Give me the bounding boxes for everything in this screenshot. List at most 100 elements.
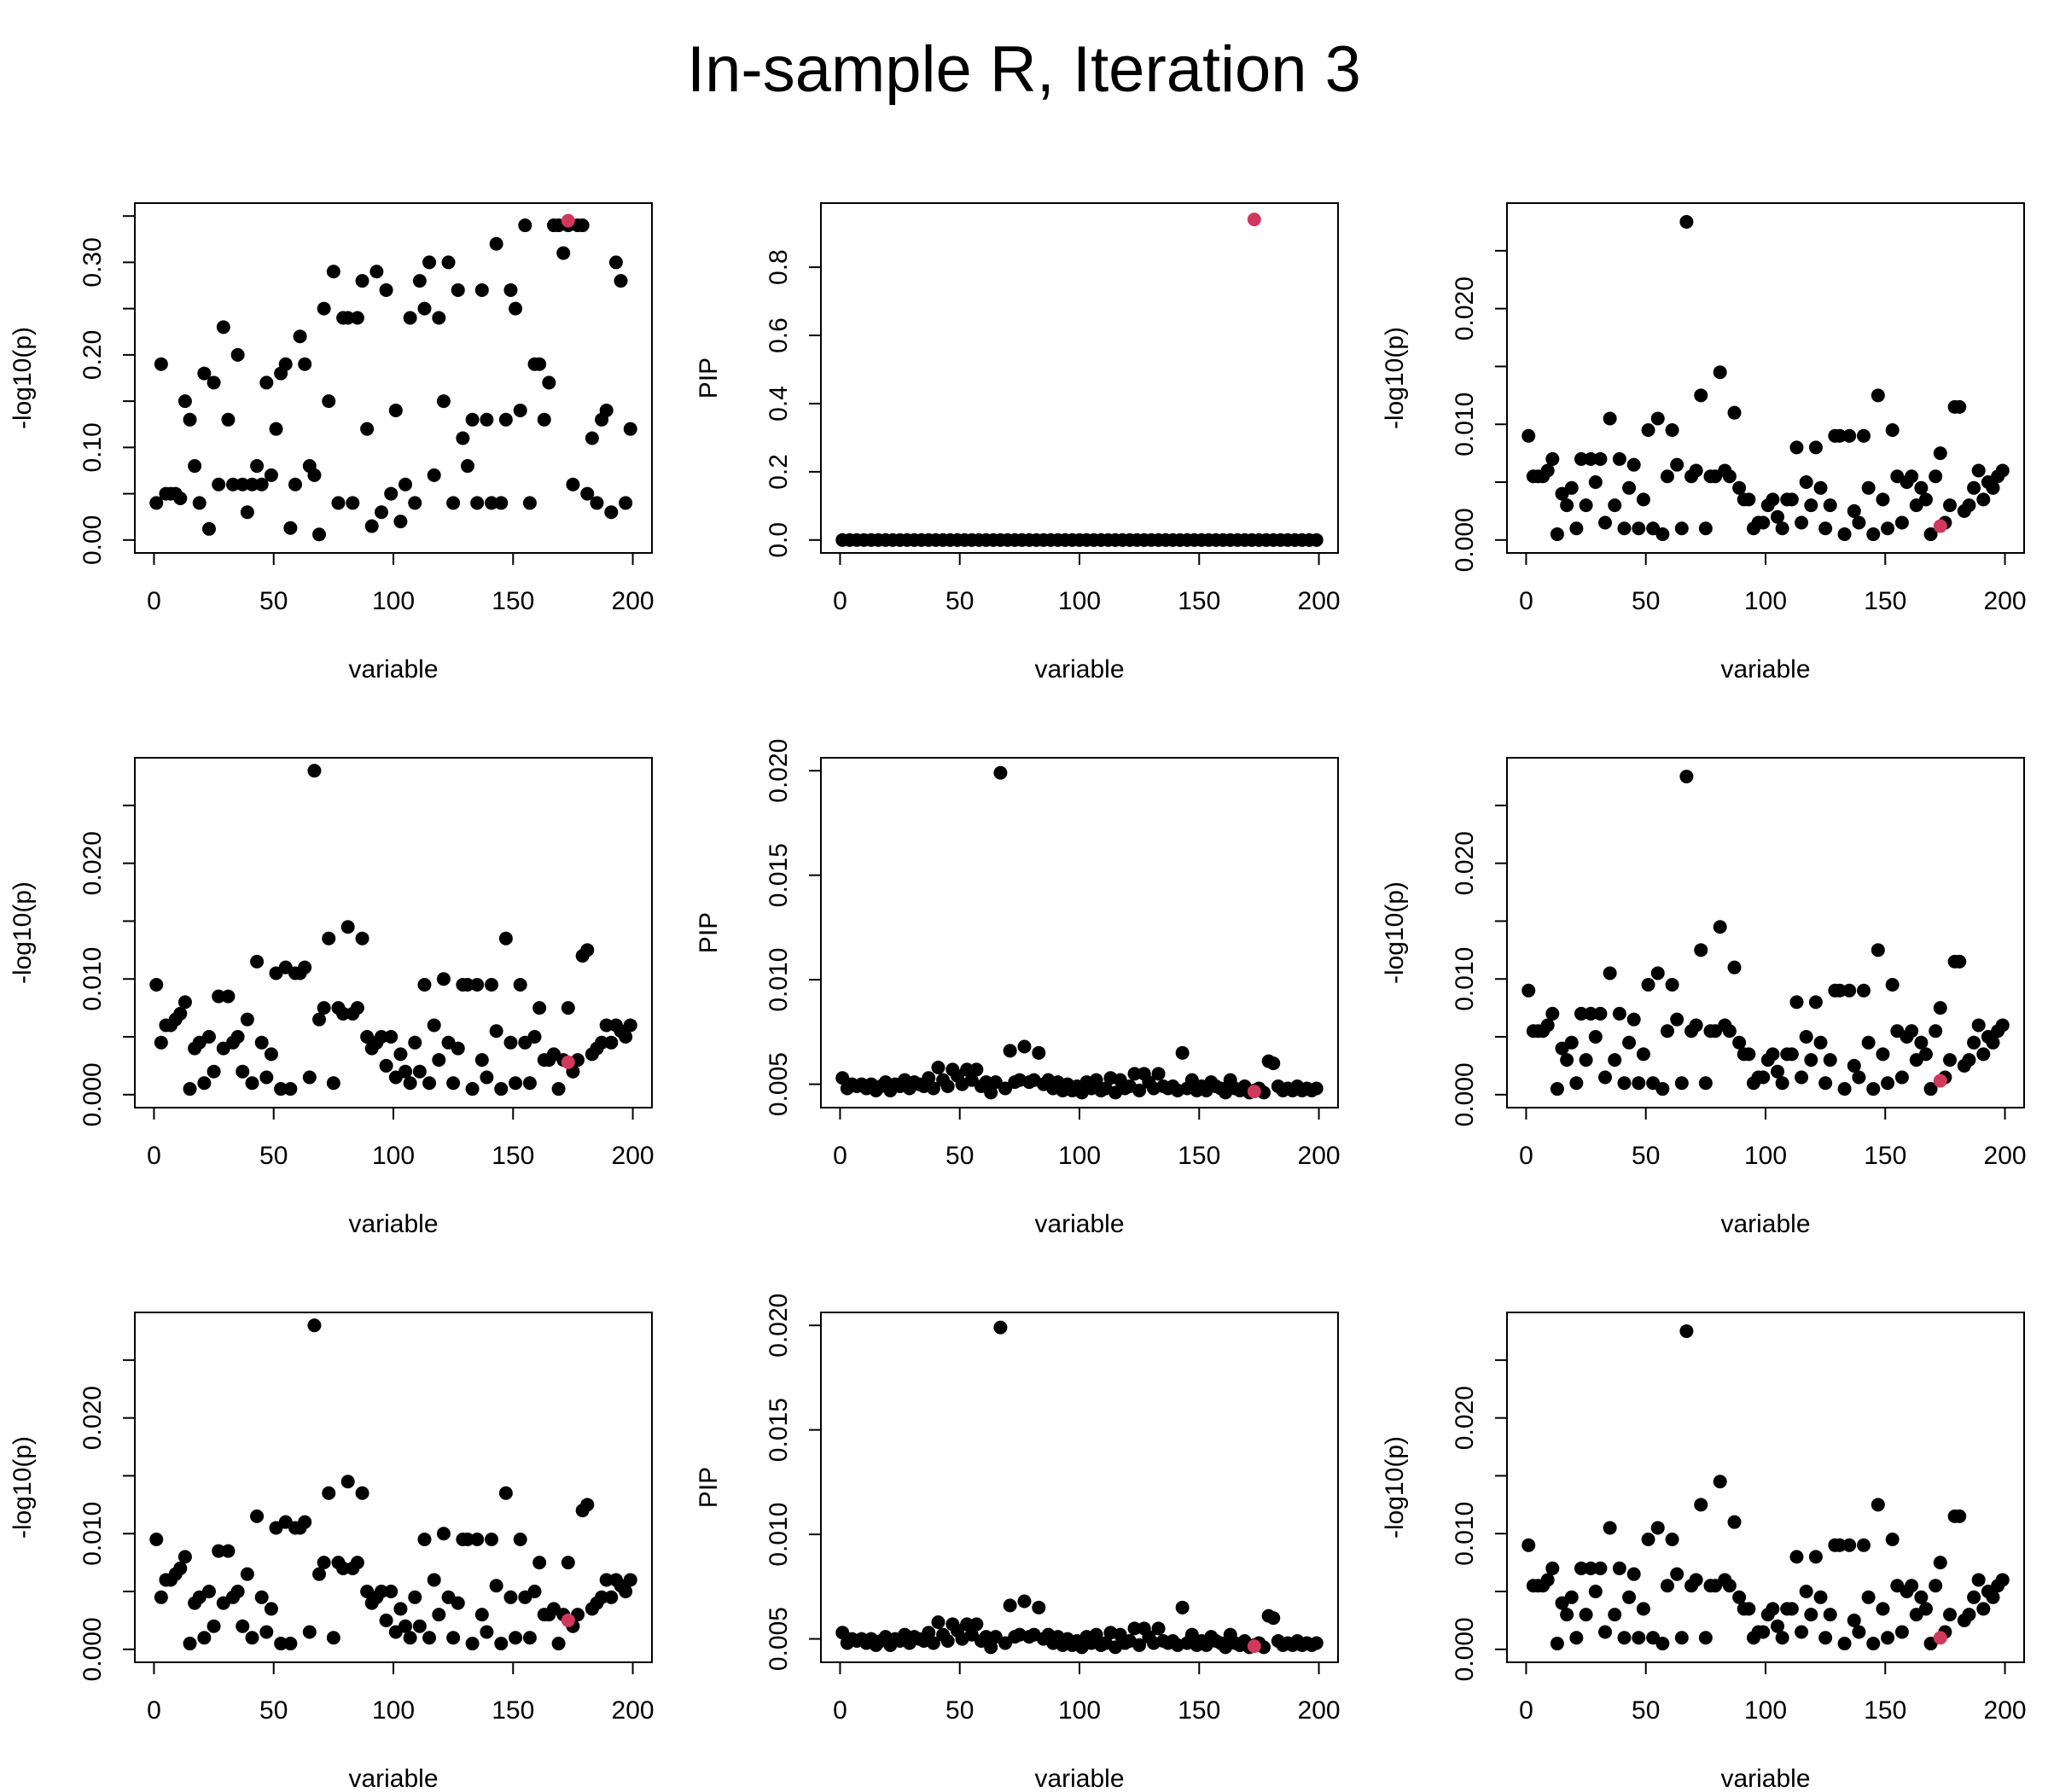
x-tick-label: 50	[1632, 587, 1660, 615]
data-point	[1127, 1067, 1142, 1081]
subplot-9: 0 50 100 150 200 0.000 0.010 0.020 variable -log1…	[1381, 1312, 2027, 1792]
data-point	[254, 477, 269, 492]
data-point	[1564, 1035, 1579, 1050]
data-point	[580, 1498, 595, 1512]
data-point	[537, 412, 551, 427]
x-tick-label: 150	[492, 1142, 534, 1170]
data-point	[460, 459, 474, 474]
data-point	[1151, 1067, 1166, 1081]
data-point	[1795, 1070, 1809, 1085]
data-point	[509, 1076, 523, 1091]
x-tick-label: 0	[1519, 1696, 1533, 1725]
data-point	[1588, 1030, 1603, 1044]
data-point	[1727, 960, 1742, 975]
x-axis-label: variable	[1720, 1765, 1810, 1792]
data-point	[623, 422, 637, 436]
data-point	[509, 1631, 523, 1645]
subplot-6: 0 50 100 150 200 0.000 0.010 0.020 variable -log1…	[1381, 757, 2027, 1238]
data-point	[173, 1561, 188, 1575]
data-point	[494, 1637, 509, 1651]
data-point	[264, 468, 278, 482]
data-point	[513, 978, 527, 992]
data-point	[1929, 1024, 1943, 1039]
highlight-point	[1933, 1631, 1947, 1645]
data-point	[1818, 1076, 1833, 1091]
data-point	[1660, 1579, 1674, 1593]
y-tick-label: 0.010	[79, 947, 107, 1011]
data-point	[408, 496, 422, 510]
data-point	[1943, 498, 1958, 513]
data-point	[403, 1076, 417, 1091]
data-point	[1598, 1625, 1613, 1639]
data-point	[1689, 1573, 1703, 1587]
data-point	[518, 218, 532, 233]
data-point	[322, 931, 336, 945]
data-point	[346, 496, 360, 510]
x-axis-label: variable	[1720, 655, 1810, 684]
data-point	[1823, 1608, 1837, 1622]
subplot-2: 0 50 100 150 200 0.0 0.2 0.4 0.6 0.8 variable PIP	[695, 202, 1341, 684]
data-point	[236, 477, 250, 492]
data-points	[1521, 214, 2010, 542]
x-tick-label: 150	[1864, 1696, 1906, 1725]
y-tick-label: 0.10	[79, 422, 107, 472]
data-point	[1775, 521, 1789, 536]
data-point	[1579, 1053, 1593, 1068]
data-point	[1766, 492, 1780, 507]
data-point	[1885, 978, 1900, 992]
data-point	[1641, 423, 1655, 438]
data-point	[173, 1006, 188, 1021]
y-tick-label: 0.000	[1451, 1062, 1479, 1126]
highlight-point	[561, 1613, 575, 1627]
data-point	[960, 1062, 975, 1077]
x-tick-label: 200	[1984, 1142, 2027, 1170]
data-point	[527, 1030, 542, 1044]
data-point	[326, 265, 340, 279]
x-tick-label: 0	[147, 1696, 161, 1725]
data-point	[197, 366, 212, 381]
data-point	[1266, 1056, 1281, 1071]
data-point	[1866, 1082, 1881, 1097]
data-point	[302, 1625, 317, 1639]
data-point	[1756, 515, 1771, 530]
data-point	[1771, 1619, 1785, 1633]
data-point	[1823, 1053, 1837, 1068]
data-point	[614, 274, 628, 288]
data-point	[307, 1318, 322, 1333]
data-point	[1722, 1024, 1737, 1039]
data-point	[374, 1585, 388, 1599]
data-point	[379, 1058, 393, 1073]
data-point	[1309, 1081, 1324, 1096]
x-tick-label: 0	[1519, 587, 1533, 615]
data-point	[1813, 1035, 1828, 1050]
data-point	[350, 1556, 364, 1570]
data-point	[1962, 1608, 1976, 1622]
data-point	[446, 1076, 461, 1091]
data-point	[1799, 1030, 1813, 1044]
data-point	[1670, 1567, 1684, 1581]
data-point	[1650, 966, 1665, 980]
data-point	[1722, 469, 1737, 484]
data-point	[595, 1035, 609, 1050]
data-point	[1674, 1631, 1689, 1645]
data-point	[1967, 480, 1981, 495]
data-points	[149, 1318, 637, 1651]
data-point	[408, 1035, 422, 1050]
data-point	[149, 1533, 164, 1547]
data-point	[474, 282, 489, 297]
data-point	[355, 931, 369, 945]
data-point	[427, 468, 441, 482]
data-point	[1986, 1035, 2000, 1050]
data-point	[207, 375, 221, 390]
data-point	[340, 1475, 355, 1489]
data-point	[1003, 1044, 1017, 1058]
data-point	[604, 1590, 619, 1604]
data-point	[503, 1035, 518, 1050]
data-point	[1545, 1561, 1560, 1575]
data-point	[355, 1486, 369, 1500]
data-point	[1976, 1047, 1991, 1062]
data-point	[498, 931, 513, 945]
data-point	[1660, 1024, 1674, 1039]
data-point	[1713, 920, 1727, 934]
data-point	[489, 1024, 503, 1039]
